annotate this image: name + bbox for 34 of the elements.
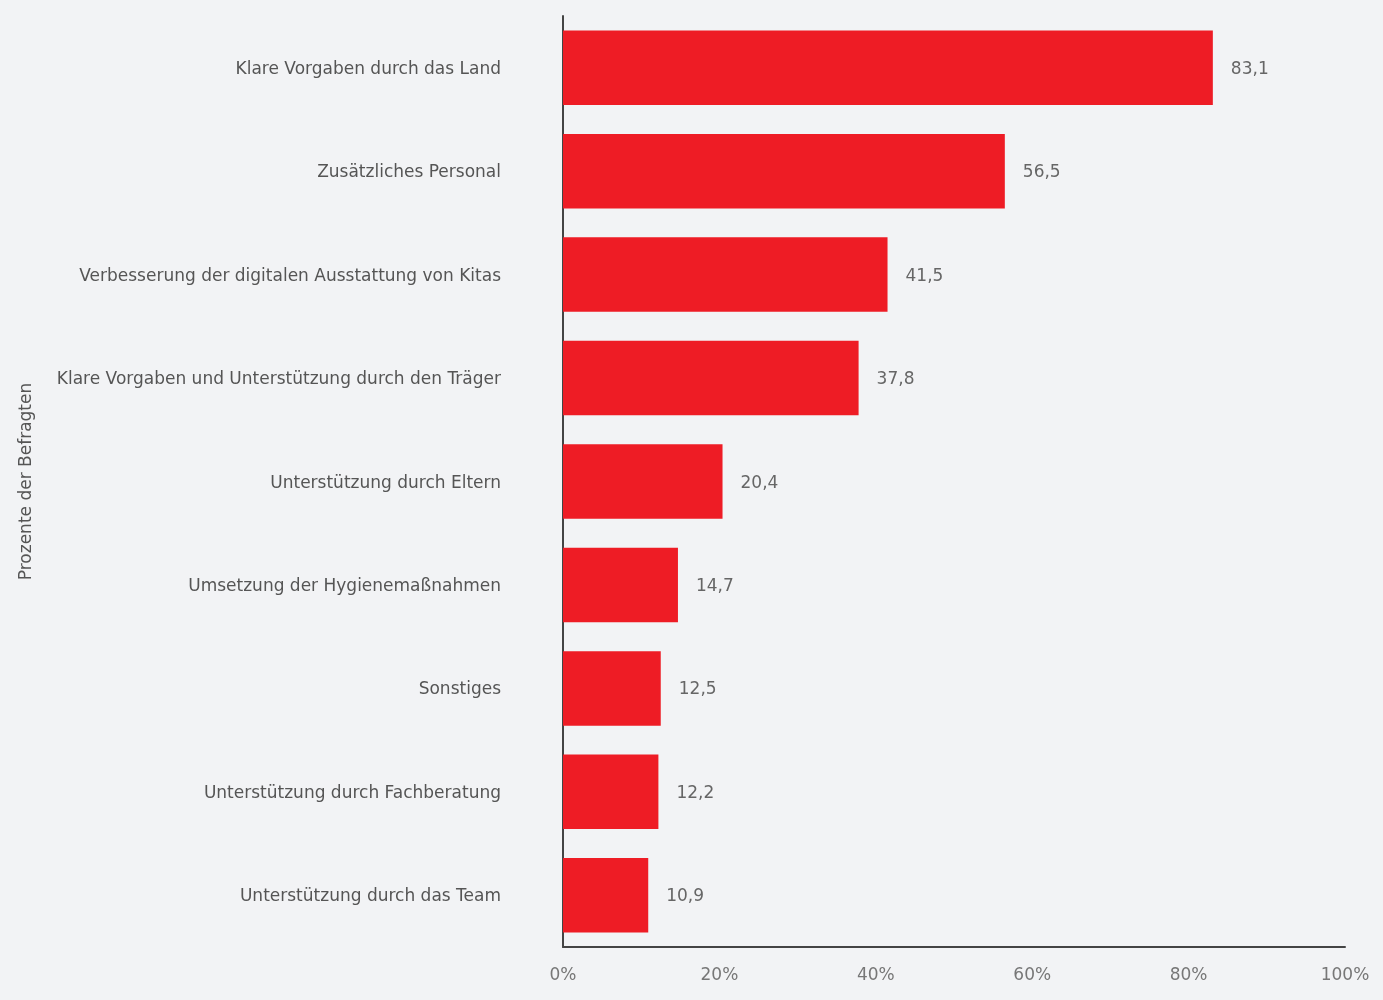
y-tick-label: Unterstützung durch das Team [239, 885, 501, 906]
x-tick-label: 100% [1320, 963, 1370, 984]
data-label: 83,1 [1230, 57, 1269, 78]
x-tick-label: 60% [1013, 963, 1052, 984]
bar [563, 651, 661, 726]
data-label: 37,8 [876, 368, 915, 389]
data-label: 12,5 [678, 678, 717, 699]
data-label: 14,7 [695, 574, 734, 595]
y-tick-label: Zusätzliches Personal [317, 161, 501, 182]
x-tick-label: 40% [856, 963, 895, 984]
bar [563, 133, 1005, 209]
y-tick-label: Verbesserung der digitalen Ausstattung von Kitas [79, 264, 502, 285]
bar [563, 444, 723, 519]
bar [563, 340, 859, 416]
y-tick-label: Klare Vorgaben durch das Land [235, 57, 501, 78]
y-tick-label: Unterstützung durch Fachberatung [203, 781, 501, 802]
bar [563, 237, 888, 312]
data-label: 10,9 [666, 885, 705, 906]
x-tick-label: 0% [549, 963, 577, 984]
data-label: 41,5 [905, 264, 944, 285]
data-label: 56,5 [1022, 161, 1061, 182]
x-tick-label: 20% [700, 963, 739, 984]
bar [563, 754, 659, 830]
y-tick-label: Umsetzung der Hygienemaßnahmen [188, 574, 501, 595]
data-label: 20,4 [740, 471, 779, 492]
bar [563, 547, 678, 623]
data-label: 12,2 [676, 781, 715, 802]
y-tick-label: Klare Vorgaben und Unterstützung durch den Träger [56, 368, 501, 389]
bar [563, 30, 1213, 105]
y-axis-title: Prozente der Befragten [14, 382, 35, 581]
x-tick-label: 80% [1169, 963, 1208, 984]
y-tick-label: Sonstiges [418, 678, 502, 699]
bar [563, 858, 649, 933]
y-tick-label: Unterstützung durch Eltern [270, 471, 501, 492]
